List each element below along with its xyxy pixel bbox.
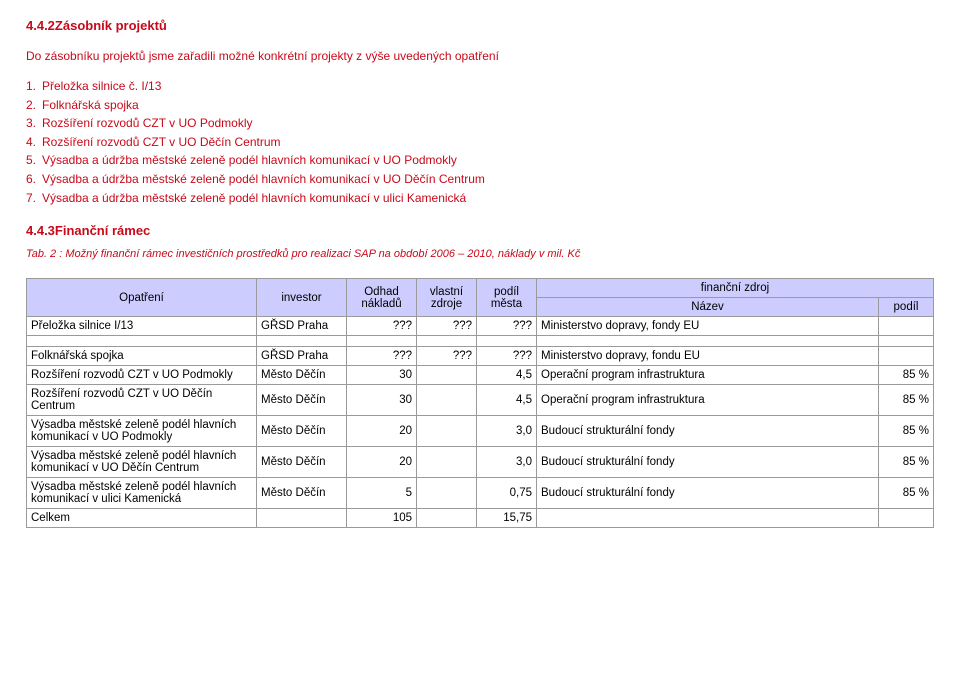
cell-opatreni: Rozšíření rozvodů CZT v UO Podmokly <box>27 366 257 385</box>
document-page: 4.4.2Zásobník projektů Do zásobníku proj… <box>0 0 960 558</box>
table-caption: Tab. 2 : Možný finanční rámec investiční… <box>26 248 934 260</box>
th-odhad: Odhad nákladů <box>347 279 417 317</box>
cell-odhad: 20 <box>347 447 417 478</box>
list-item: 2.Folknářská spojka <box>26 96 934 115</box>
cell-opatreni: Výsadba městské zeleně podél hlavních ko… <box>27 416 257 447</box>
cell-investor: Město Děčín <box>257 385 347 416</box>
cell-podil-mesta: 4,5 <box>477 385 537 416</box>
project-list: 1.Přeložka silnice č. I/13 2.Folknářská … <box>26 77 934 207</box>
cell-opatreni: Rozšíření rozvodů CZT v UO Děčín Centrum <box>27 385 257 416</box>
cell-podil <box>879 317 934 336</box>
section-heading: 4.4.2Zásobník projektů <box>26 18 934 33</box>
cell-podil-mesta: 3,0 <box>477 447 537 478</box>
cell-podil <box>879 509 934 528</box>
list-item: 3.Rozšíření rozvodů CZT v UO Podmokly <box>26 114 934 133</box>
cell-vlastni <box>417 509 477 528</box>
cell-odhad: 105 <box>347 509 417 528</box>
table-row: Výsadba městské zeleně podél hlavních ko… <box>27 478 934 509</box>
cell-odhad: 20 <box>347 416 417 447</box>
cell-podil: 85 % <box>879 447 934 478</box>
cell-podil: 85 % <box>879 385 934 416</box>
cell-podil: 85 % <box>879 366 934 385</box>
cell-vlastni <box>417 447 477 478</box>
cell-investor: GŘSD Praha <box>257 347 347 366</box>
cell-investor <box>257 509 347 528</box>
th-podil-mesta: podíl města <box>477 279 537 317</box>
cell-nazev: Budoucí strukturální fondy <box>537 478 879 509</box>
cell-odhad: 5 <box>347 478 417 509</box>
cell-podil-mesta: ??? <box>477 347 537 366</box>
table-row: Výsadba městské zeleně podél hlavních ko… <box>27 447 934 478</box>
th-fin-zdroj: finanční zdroj <box>537 279 934 298</box>
cell-odhad: 30 <box>347 366 417 385</box>
cell-nazev: Operační program infrastruktura <box>537 385 879 416</box>
list-item-text: Výsadba a údržba městské zeleně podél hl… <box>42 170 485 189</box>
table-row: Rozšíření rozvodů CZT v UO Podmokly Měst… <box>27 366 934 385</box>
cell-podil-mesta: 15,75 <box>477 509 537 528</box>
cell-nazev: Budoucí strukturální fondy <box>537 447 879 478</box>
subsection-heading: 4.4.3Finanční rámec <box>26 223 934 238</box>
cell-investor: GŘSD Praha <box>257 317 347 336</box>
list-item: 1.Přeložka silnice č. I/13 <box>26 77 934 96</box>
table-row: Výsadba městské zeleně podél hlavních ko… <box>27 416 934 447</box>
list-item: 4.Rozšíření rozvodů CZT v UO Děčín Centr… <box>26 133 934 152</box>
list-item: 7.Výsadba a údržba městské zeleně podél … <box>26 189 934 208</box>
cell-podil-mesta: 4,5 <box>477 366 537 385</box>
list-item-text: Výsadba a údržba městské zeleně podél hl… <box>42 189 466 208</box>
table-row-total: Celkem 105 15,75 <box>27 509 934 528</box>
table-row: Přeložka silnice I/13 GŘSD Praha ??? ???… <box>27 317 934 336</box>
cell-opatreni: Výsadba městské zeleně podél hlavních ko… <box>27 447 257 478</box>
table-row: Rozšíření rozvodů CZT v UO Děčín Centrum… <box>27 385 934 416</box>
cell-podil: 85 % <box>879 416 934 447</box>
cell-podil-mesta: ??? <box>477 317 537 336</box>
cell-nazev: Ministerstvo dopravy, fondy EU <box>537 317 879 336</box>
cell-podil: 85 % <box>879 478 934 509</box>
cell-vlastni <box>417 478 477 509</box>
list-item-text: Přeložka silnice č. I/13 <box>42 77 161 96</box>
finance-table: Opatření investor Odhad nákladů vlastní … <box>26 278 934 528</box>
cell-vlastni: ??? <box>417 317 477 336</box>
list-item: 5.Výsadba a údržba městské zeleně podél … <box>26 151 934 170</box>
cell-nazev <box>537 509 879 528</box>
table-row: Folknářská spojka GŘSD Praha ??? ??? ???… <box>27 347 934 366</box>
cell-vlastni <box>417 385 477 416</box>
th-opatreni: Opatření <box>27 279 257 317</box>
list-item-text: Folknářská spojka <box>42 96 139 115</box>
cell-vlastni <box>417 416 477 447</box>
cell-investor: Město Děčín <box>257 416 347 447</box>
cell-podil-mesta: 3,0 <box>477 416 537 447</box>
cell-vlastni <box>417 366 477 385</box>
table-body: Přeložka silnice I/13 GŘSD Praha ??? ???… <box>27 317 934 528</box>
cell-odhad: ??? <box>347 317 417 336</box>
cell-nazev: Ministerstvo dopravy, fondu EU <box>537 347 879 366</box>
cell-opatreni: Výsadba městské zeleně podél hlavních ko… <box>27 478 257 509</box>
list-item-text: Rozšíření rozvodů CZT v UO Děčín Centrum <box>42 133 281 152</box>
cell-opatreni: Celkem <box>27 509 257 528</box>
list-item: 6.Výsadba a údržba městské zeleně podél … <box>26 170 934 189</box>
th-vlastni: vlastní zdroje <box>417 279 477 317</box>
table-spacer <box>27 336 934 347</box>
list-item-text: Výsadba a údržba městské zeleně podél hl… <box>42 151 457 170</box>
table-header: Opatření investor Odhad nákladů vlastní … <box>27 279 934 317</box>
cell-odhad: ??? <box>347 347 417 366</box>
list-item-text: Rozšíření rozvodů CZT v UO Podmokly <box>42 114 253 133</box>
cell-odhad: 30 <box>347 385 417 416</box>
cell-investor: Město Děčín <box>257 447 347 478</box>
th-investor: investor <box>257 279 347 317</box>
cell-opatreni: Folknářská spojka <box>27 347 257 366</box>
intro-text: Do zásobníku projektů jsme zařadili možn… <box>26 49 934 63</box>
cell-vlastni: ??? <box>417 347 477 366</box>
cell-podil-mesta: 0,75 <box>477 478 537 509</box>
cell-opatreni: Přeložka silnice I/13 <box>27 317 257 336</box>
cell-podil <box>879 347 934 366</box>
cell-nazev: Budoucí strukturální fondy <box>537 416 879 447</box>
cell-nazev: Operační program infrastruktura <box>537 366 879 385</box>
th-podil: podíl <box>879 298 934 317</box>
cell-investor: Město Děčín <box>257 478 347 509</box>
cell-investor: Město Děčín <box>257 366 347 385</box>
th-nazev: Název <box>537 298 879 317</box>
